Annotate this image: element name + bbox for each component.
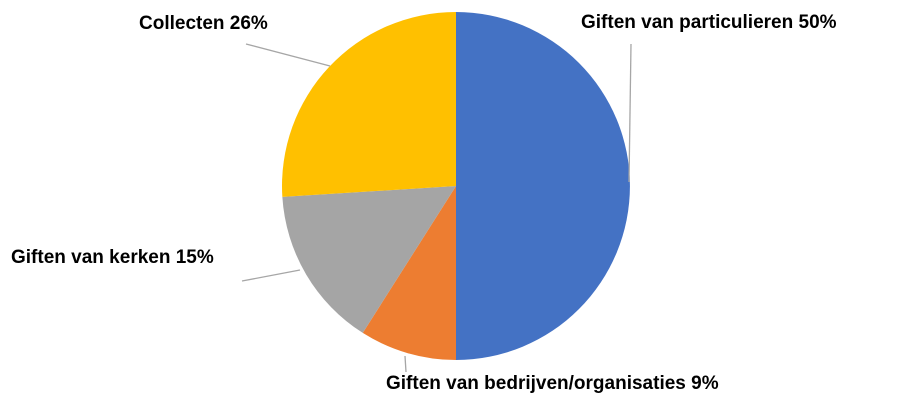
data-label-giften-van-kerken: Giften van kerken 15%	[11, 247, 214, 268]
leader-line-giften-van-particulieren	[628, 43, 632, 183]
data-label-giften-van-particulieren: Giften van particulieren 50%	[581, 12, 837, 33]
slice-giften-van-bedrijven-organisaties	[362, 186, 456, 360]
data-label-giften-van-bedrijven-organisaties: Giften van bedrijven/organisaties 9%	[386, 373, 719, 394]
leader-lines-layer	[241, 43, 632, 373]
slice-giften-van-particulieren	[456, 12, 630, 360]
leader-line-giften-van-bedrijven-organisaties	[404, 355, 407, 373]
leader-line-collecten	[245, 43, 331, 67]
leader-line-giften-van-kerken	[241, 269, 301, 282]
data-label-collecten: Collecten 26%	[139, 13, 268, 34]
slice-collecten	[282, 12, 456, 197]
slice-giften-van-kerken	[282, 186, 456, 333]
slices-layer	[282, 12, 630, 360]
labels-layer: Giften van particulieren 50% Giften van …	[11, 12, 837, 394]
